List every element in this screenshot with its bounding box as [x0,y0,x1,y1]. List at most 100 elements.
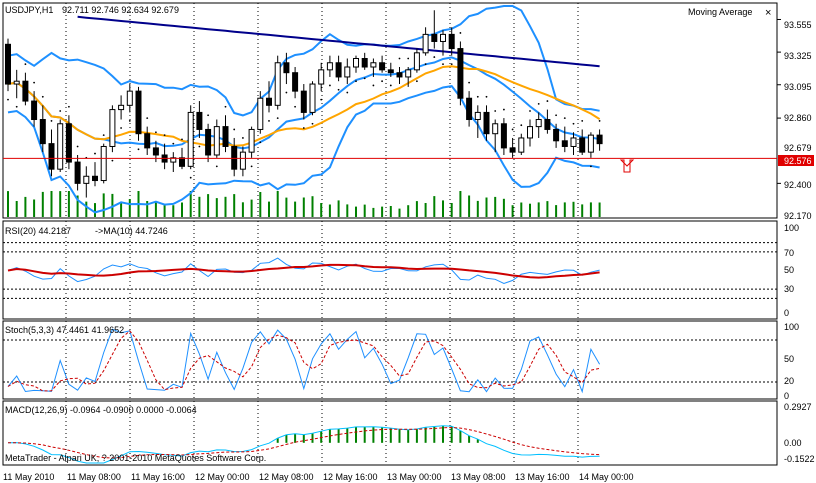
sar-dot [15,105,18,108]
candle-body [231,145,238,170]
rsi-panel[interactable]: RSI(20) 44.2187 ->MA(10) 44.7246 100 70 … [2,220,799,320]
sar-dot [76,145,79,148]
sar-dot [372,84,375,87]
candle-body [283,62,290,74]
sar-dot [337,88,340,91]
candle-body [448,33,455,50]
macd-histogram [15,425,479,443]
candle-body [274,62,281,106]
sar-dot [468,81,470,84]
candle-body [22,80,29,102]
sar-dot [259,141,262,144]
stochastic-main-line [7,328,601,394]
macd-tick: 0.00 [784,438,802,448]
sar-dot [459,32,462,34]
sar-dot [111,159,114,162]
sar-dot [128,120,131,122]
time-label: 14 May 00:00 [579,472,634,482]
sar-dot [520,124,523,127]
candle-body [222,126,229,147]
sar-dot [59,110,62,112]
ohlc-readout: 92.711 92.746 92.634 92.679 [62,5,179,15]
candle-body [579,137,586,153]
close-icon[interactable]: × [765,7,771,19]
main-price-panel[interactable]: USDJPY,H1 92.711 92.746 92.634 92.679 Mo… [2,2,781,219]
indicator-name-label: Moving Average [688,7,752,17]
rsi-line [7,257,600,285]
candle-body [492,123,499,135]
moving-average-fast-line [7,65,601,147]
rsi-ma-line [7,263,600,279]
rsi-ma-label: ->MA(10) 44.7246 [95,226,168,236]
candle-body [248,128,255,153]
candle-body [544,119,551,130]
sar-dot [485,95,488,98]
candle-body [509,147,516,153]
candle-body [483,111,490,135]
price-tick: 92.400 [784,180,812,190]
candle-body [431,33,438,42]
candle-body [457,48,464,99]
sar-dot [407,57,410,60]
rsi-tick: 30 [784,284,794,294]
price-tick: 93.325 [784,51,812,61]
candle-body [570,137,577,147]
sar-dot [215,165,218,168]
sar-dot [233,128,236,131]
candle-body [387,69,394,74]
macd-label: MACD(12,26,9) -0.0964 -0.0900 0.0000 -0.… [5,405,197,415]
stoch-tick: 50 [784,354,794,364]
candle-body [13,80,20,85]
candle-body [466,97,473,121]
symbol-label: USDJPY,H1 [5,5,53,15]
macd-panel[interactable]: MACD(12,26,9) -0.0964 -0.0900 0.0000 -0.… [2,400,815,466]
rsi-tick: 50 [784,265,794,275]
time-label: 13 May 16:00 [515,472,570,482]
candle-body [257,97,264,130]
alert-arrow-icon[interactable] [619,159,635,173]
price-axis[interactable]: 93.555 93.325 93.095 92.860 92.400 92.17… [778,20,814,221]
candle-body [309,83,316,113]
candle-body [205,128,212,156]
candle-body [39,119,46,145]
volume-histogram [7,191,601,217]
time-label: 12 May 08:00 [259,472,314,482]
time-label: 11 May 08:00 [67,472,121,482]
sar-dot [137,148,140,151]
candle-body [527,126,533,139]
sar-dot [302,127,305,129]
sar-dot [546,100,549,102]
macd-signal-line [8,426,600,459]
candle-body [266,97,272,106]
sar-dot [250,165,253,168]
sar-dot [511,128,514,131]
time-axis[interactable]: 11 May 2010 11 May 08:00 11 May 16:00 12… [3,472,634,482]
sar-dot [189,176,192,179]
macd-main-line [7,425,600,464]
candle-body [179,157,185,167]
sar-dot [381,80,383,83]
stochastic-panel[interactable]: Stoch(5,3,3) 47.4461 41.9652 100 50 20 0 [2,320,799,401]
sar-dot [94,152,96,155]
sar-dot [163,134,166,137]
candle-body [353,58,359,68]
time-label: 11 May 16:00 [131,472,185,482]
stochastic-label: Stoch(5,3,3) 47.4461 41.9652 [5,325,124,335]
candle-body [474,111,481,121]
time-label: 13 May 00:00 [387,472,442,482]
candle-body [57,123,64,170]
price-tick: 92.170 [784,211,812,221]
candle-body [83,175,90,184]
sar-dot [311,122,314,125]
candle-body [344,66,351,78]
sar-dot [572,122,575,125]
candle-body [335,62,342,78]
candle-body [379,62,386,71]
sar-dot [398,57,401,60]
sar-dot [207,114,210,117]
sar-dot [598,120,601,122]
sar-dot [320,98,323,101]
alert-price-box [778,155,814,166]
candle-body [135,90,142,135]
